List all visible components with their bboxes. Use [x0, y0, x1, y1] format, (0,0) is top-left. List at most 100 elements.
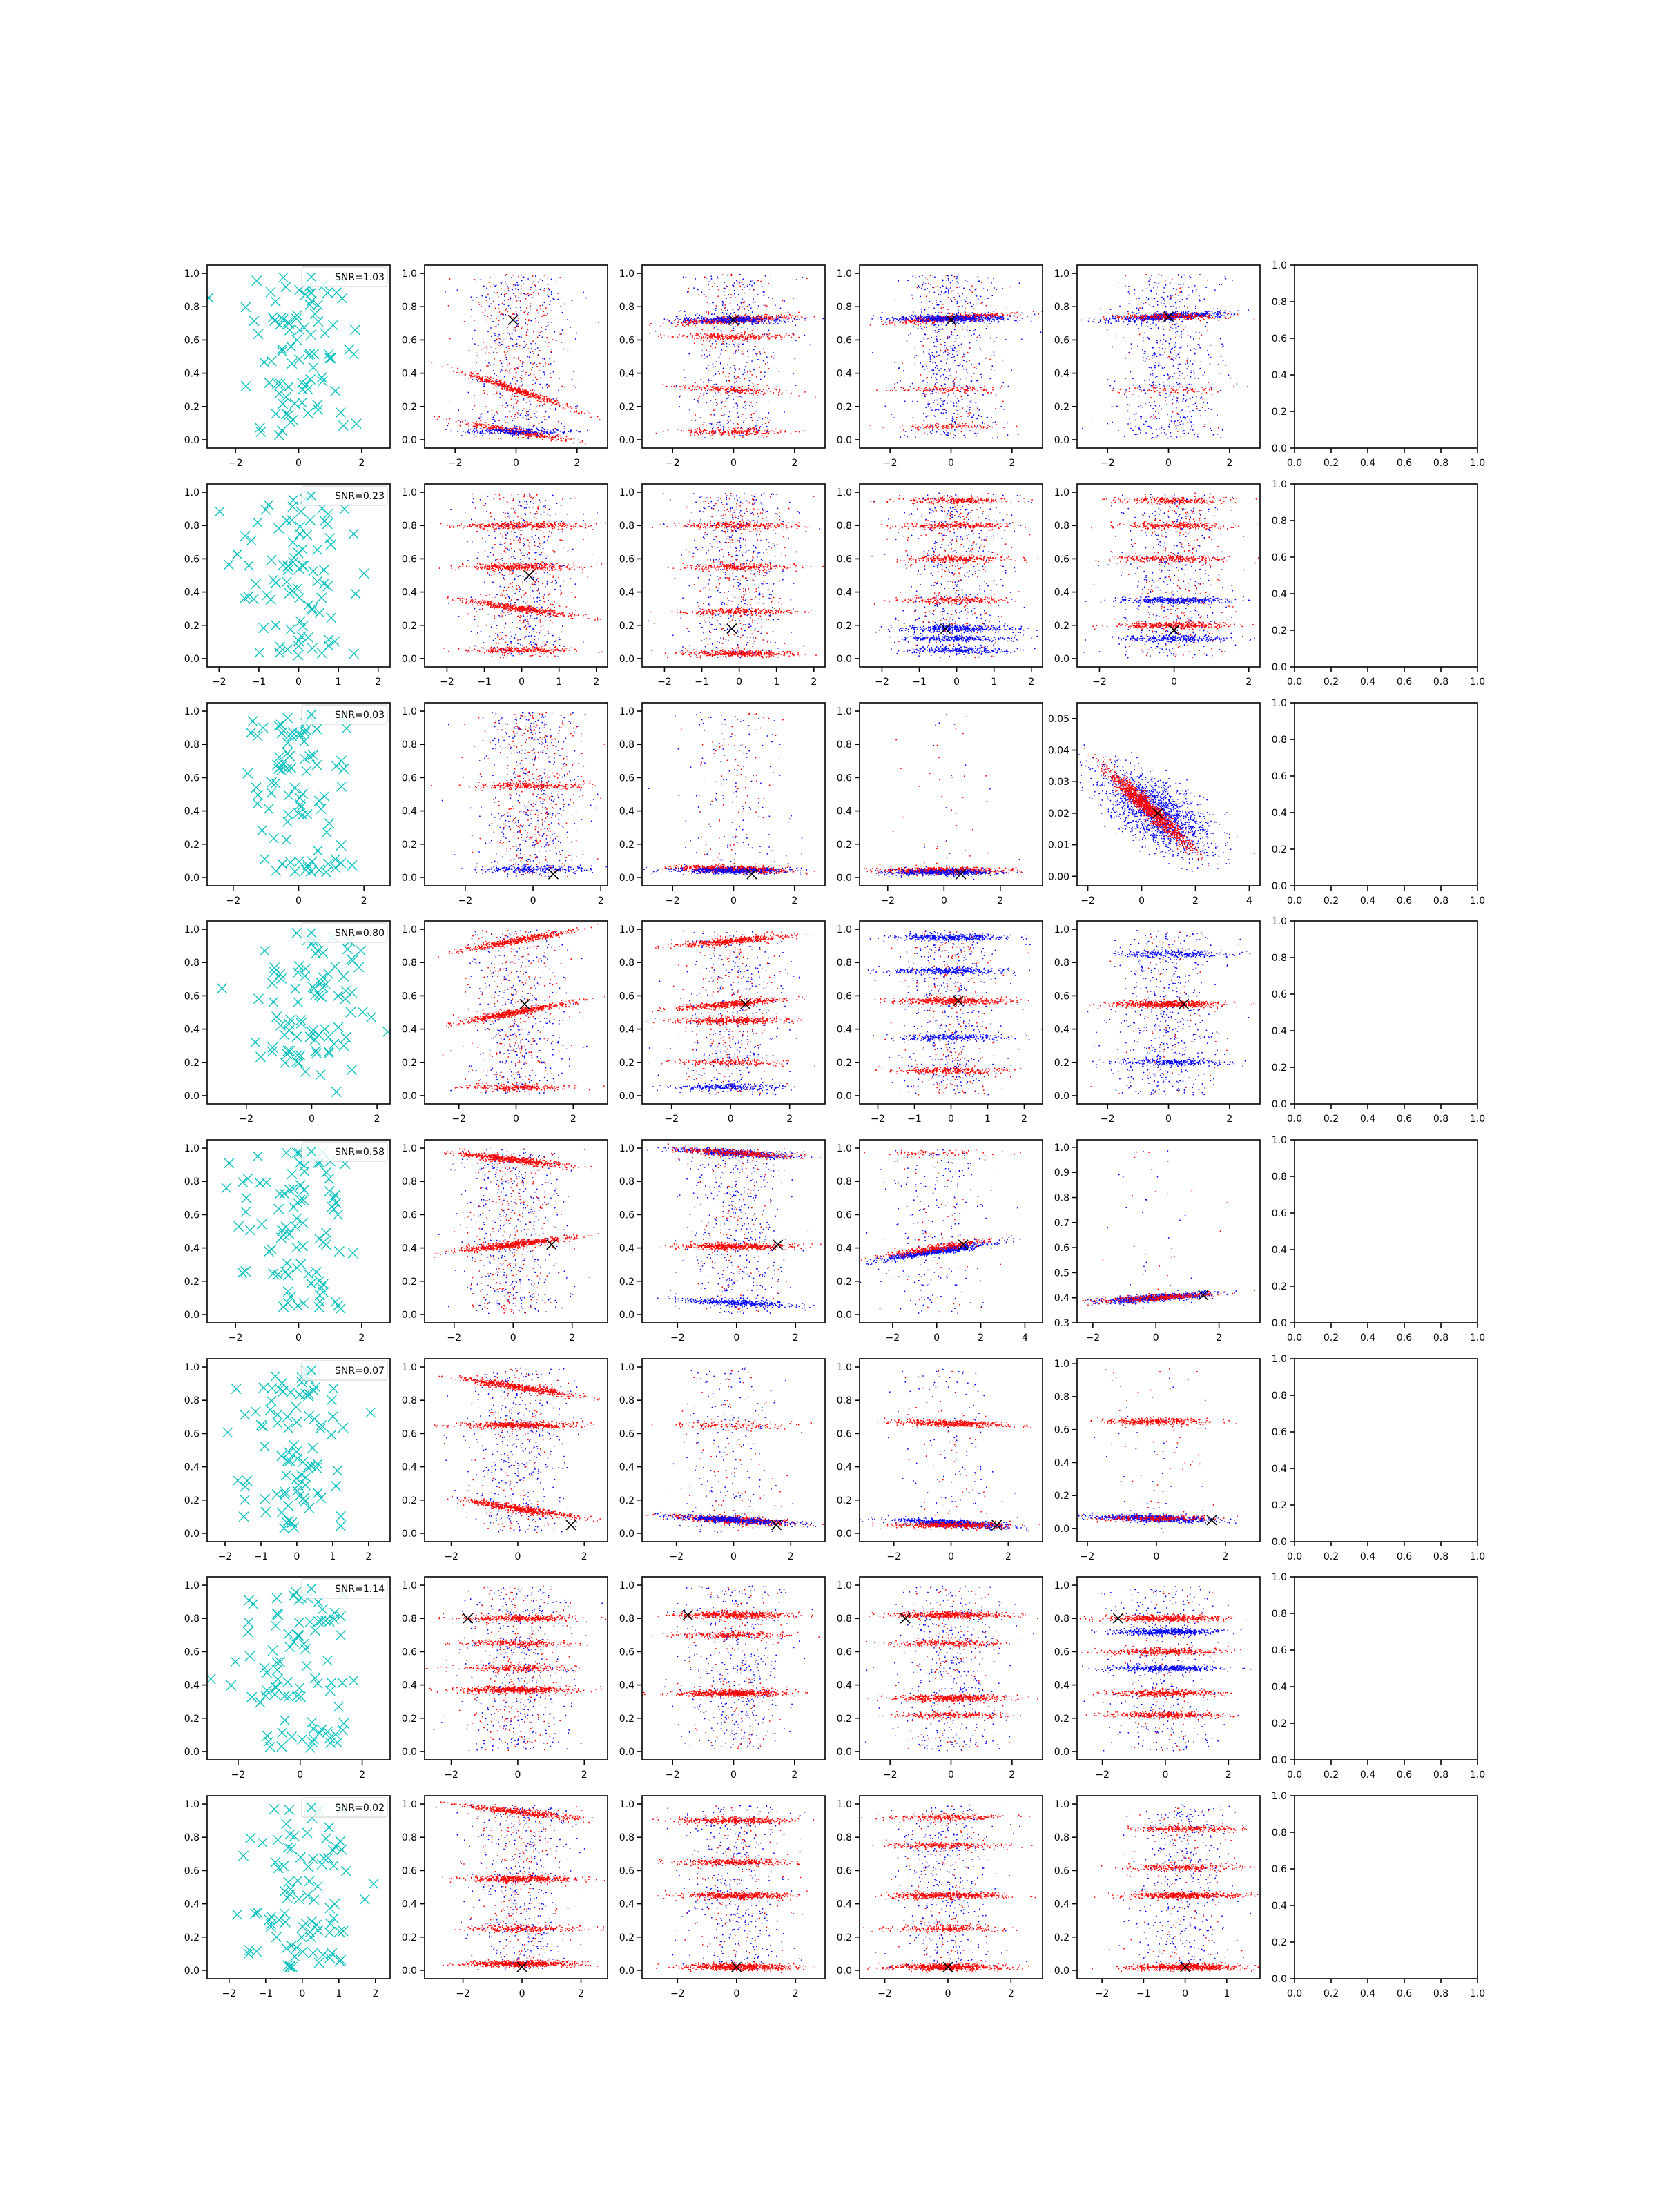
red-point: [745, 338, 746, 340]
red-point: [543, 314, 545, 316]
blue-point: [563, 433, 565, 434]
blue-point: [924, 369, 925, 370]
blue-point: [768, 412, 770, 414]
blue-point: [485, 353, 487, 354]
blue-point: [703, 382, 704, 383]
blue-point: [1021, 339, 1023, 340]
red-point: [527, 437, 529, 438]
blue-point: [733, 312, 735, 313]
red-point: [708, 388, 709, 389]
red-point: [953, 278, 954, 279]
blue-point: [749, 304, 750, 306]
blue-point: [976, 304, 977, 305]
blue-point: [962, 365, 963, 367]
red-point: [446, 418, 447, 420]
blue-point: [537, 429, 539, 430]
blue-point: [918, 327, 919, 329]
red-point: [768, 431, 770, 432]
blue-point: [742, 298, 743, 300]
red-point: [517, 412, 519, 414]
blue-point: [954, 347, 956, 349]
red-point: [546, 400, 548, 401]
red-point: [764, 352, 766, 353]
red-point: [530, 438, 531, 439]
blue-point: [955, 423, 956, 425]
red-point: [521, 396, 522, 397]
red-point: [501, 388, 503, 389]
red-point: [496, 292, 498, 293]
blue-point: [721, 331, 722, 332]
red-point: [800, 316, 801, 317]
blue-point: [723, 313, 724, 315]
blue-point: [523, 341, 525, 342]
red-point: [961, 431, 962, 433]
red-point: [740, 428, 742, 429]
blue-point: [989, 378, 991, 380]
blue-point: [932, 393, 933, 394]
blue-point: [925, 407, 927, 408]
red-point: [718, 278, 719, 279]
blue-point: [960, 358, 961, 359]
red-point: [712, 348, 713, 349]
blue-point: [711, 423, 713, 425]
blue-point: [722, 312, 724, 313]
red-point: [758, 338, 759, 339]
red-point: [683, 385, 684, 386]
red-point: [720, 321, 721, 322]
blue-point: [498, 336, 499, 338]
blue-point: [567, 319, 568, 320]
red-point: [742, 353, 743, 355]
blue-point: [685, 315, 686, 316]
blue-point: [730, 325, 731, 327]
blue-point: [973, 373, 975, 374]
blue-point: [920, 296, 921, 298]
red-point: [539, 370, 540, 371]
red-point: [474, 376, 475, 378]
red-point: [728, 336, 730, 337]
blue-point: [516, 325, 518, 327]
red-point: [954, 341, 956, 342]
blue-point: [714, 313, 715, 315]
blue-point: [692, 320, 693, 321]
blue-point: [724, 288, 726, 289]
blue-point: [940, 405, 941, 407]
blue-point: [930, 358, 931, 360]
blue-point: [496, 375, 497, 376]
red-point: [723, 430, 724, 431]
blue-point: [717, 371, 719, 372]
blue-point: [578, 431, 579, 433]
red-point: [493, 301, 494, 302]
red-point: [531, 369, 532, 371]
blue-point: [501, 293, 502, 295]
blue-point: [763, 322, 764, 324]
blue-point: [552, 429, 554, 431]
red-point: [674, 320, 675, 321]
red-point: [506, 274, 507, 275]
blue-point: [982, 423, 983, 424]
blue-point: [714, 318, 715, 319]
red-point: [545, 436, 547, 437]
cyan-x-marker: [350, 325, 360, 335]
blue-point: [969, 302, 970, 303]
blue-point: [544, 429, 545, 431]
red-point: [688, 325, 689, 327]
red-point: [681, 324, 683, 325]
blue-point: [713, 375, 715, 376]
blue-point: [551, 310, 552, 311]
red-point: [732, 430, 733, 431]
red-point: [681, 322, 683, 324]
red-point: [959, 350, 960, 351]
red-point: [762, 334, 763, 336]
red-point: [756, 391, 757, 393]
red-point: [733, 388, 735, 389]
red-point: [519, 366, 520, 367]
red-point: [694, 342, 695, 344]
red-point: [688, 387, 689, 389]
blue-point: [494, 364, 495, 365]
red-point: [753, 429, 755, 430]
blue-point: [530, 343, 532, 345]
blue-point: [704, 294, 705, 295]
blue-point: [967, 406, 968, 407]
